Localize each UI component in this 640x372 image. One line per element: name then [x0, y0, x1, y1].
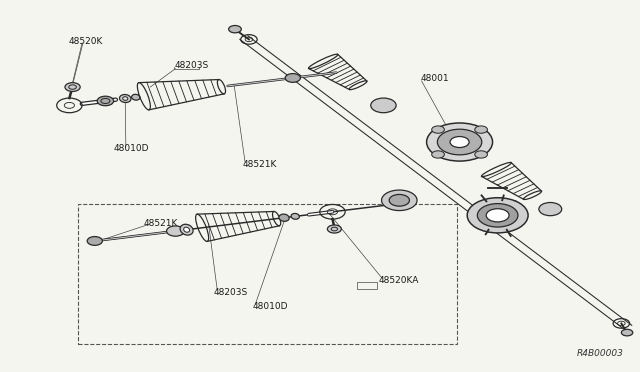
- Circle shape: [285, 74, 300, 82]
- Text: 48520K: 48520K: [68, 38, 102, 46]
- Circle shape: [389, 195, 410, 206]
- Circle shape: [371, 98, 396, 113]
- Circle shape: [432, 151, 444, 158]
- Text: 48520KA: 48520KA: [379, 276, 419, 285]
- Circle shape: [539, 202, 562, 216]
- Text: 48950P: 48950P: [484, 200, 518, 209]
- Circle shape: [65, 83, 80, 92]
- Ellipse shape: [291, 214, 300, 219]
- Circle shape: [87, 237, 102, 246]
- Circle shape: [97, 96, 114, 106]
- Text: 48010D: 48010D: [114, 144, 149, 153]
- Circle shape: [437, 129, 482, 155]
- Circle shape: [475, 126, 488, 133]
- Text: 48001: 48001: [420, 74, 449, 83]
- Ellipse shape: [120, 94, 131, 103]
- Text: 48203S: 48203S: [174, 61, 209, 70]
- Circle shape: [450, 137, 469, 148]
- Circle shape: [381, 190, 417, 211]
- Ellipse shape: [123, 97, 128, 100]
- Ellipse shape: [180, 224, 193, 235]
- Circle shape: [328, 225, 341, 233]
- Circle shape: [166, 226, 184, 236]
- Ellipse shape: [184, 227, 189, 232]
- Text: 48521K: 48521K: [143, 218, 178, 228]
- Text: 48203S: 48203S: [214, 288, 248, 297]
- Circle shape: [475, 151, 488, 158]
- Circle shape: [621, 329, 633, 336]
- Circle shape: [228, 26, 241, 33]
- Ellipse shape: [279, 214, 289, 221]
- Circle shape: [427, 123, 493, 161]
- Bar: [77, 204, 457, 344]
- Circle shape: [432, 126, 444, 133]
- Text: 48521K: 48521K: [243, 160, 277, 169]
- Circle shape: [467, 198, 528, 233]
- Ellipse shape: [132, 94, 140, 100]
- Circle shape: [486, 209, 509, 222]
- Bar: [356, 282, 377, 289]
- Circle shape: [477, 203, 518, 227]
- Text: 48010D: 48010D: [252, 302, 287, 311]
- Text: R4B00003: R4B00003: [577, 349, 624, 358]
